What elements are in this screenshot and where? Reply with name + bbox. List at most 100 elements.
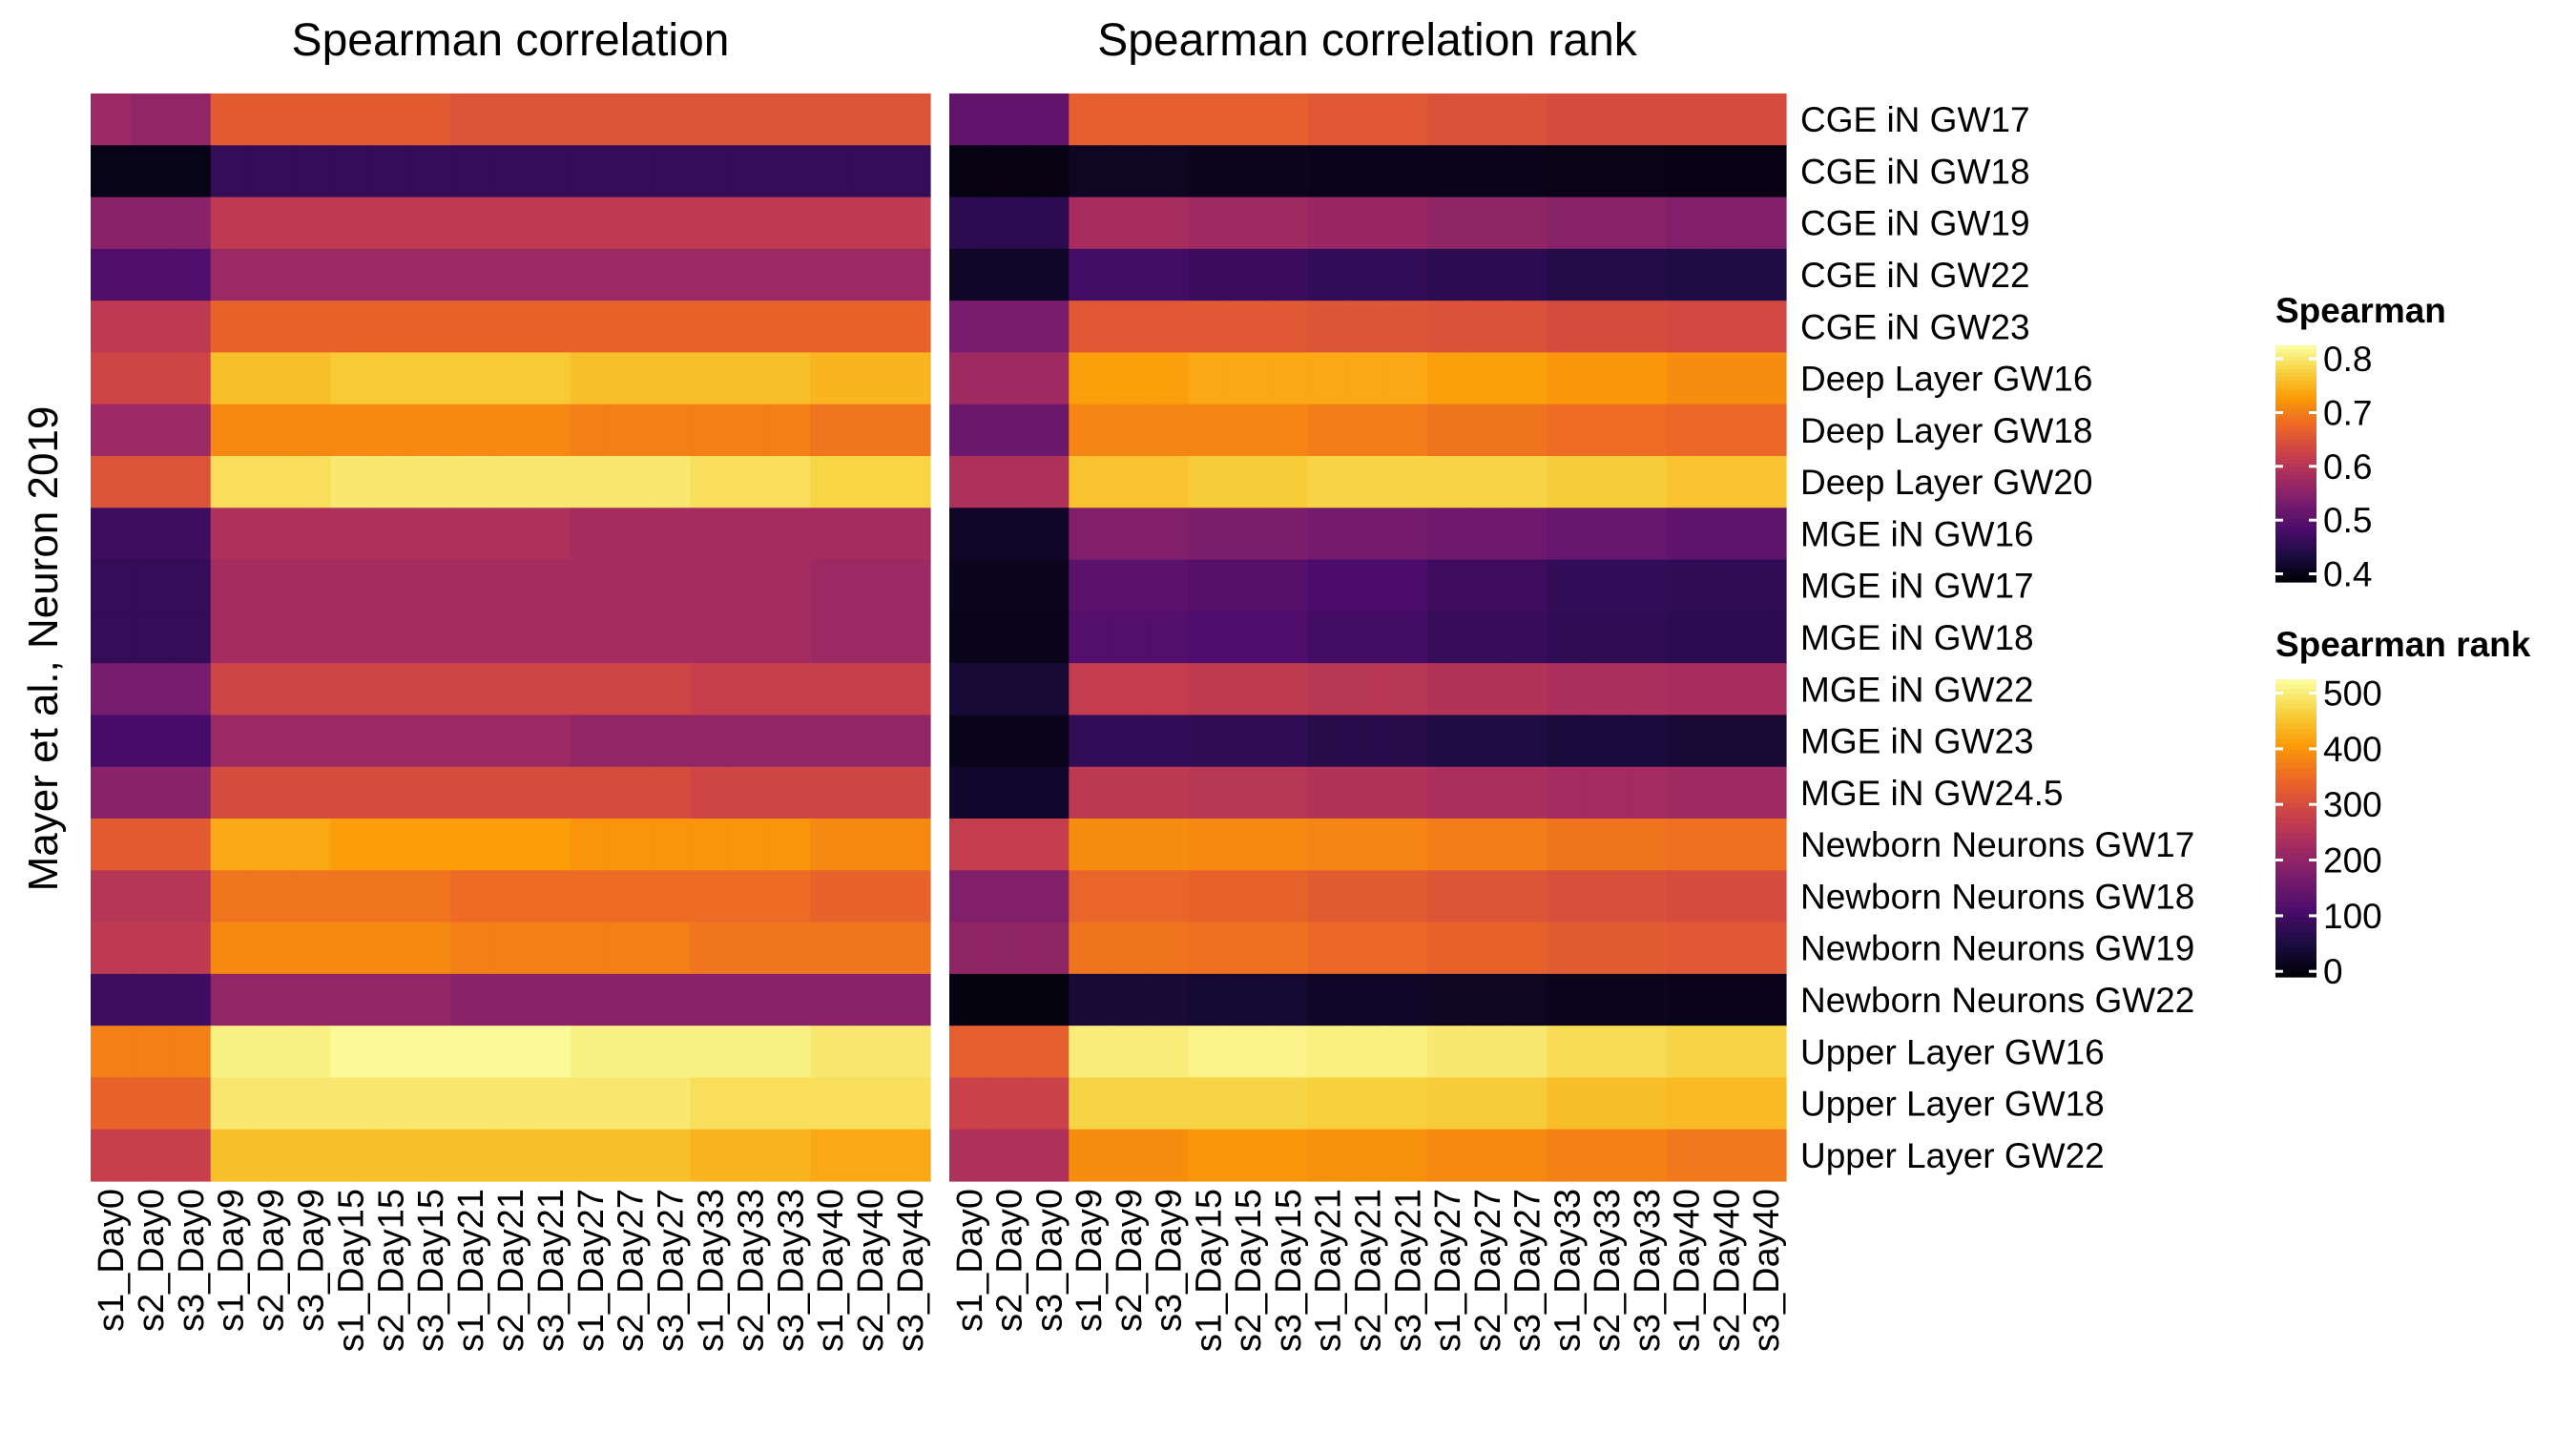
- heatmap-cell: [690, 404, 732, 457]
- heatmap-cell: [1626, 352, 1668, 405]
- heatmap-cell: [850, 819, 891, 871]
- heatmap-cell: [690, 508, 732, 561]
- heatmap-cell: [250, 1129, 292, 1182]
- heatmap-cell: [1109, 819, 1150, 871]
- heatmap-cell: [1547, 1077, 1588, 1130]
- heatmap-cell: [1666, 1026, 1708, 1079]
- heatmap-cell: [1746, 559, 1787, 612]
- heatmap-cell: [1148, 819, 1190, 871]
- heatmap-cell: [370, 1129, 411, 1182]
- heatmap-cell: [988, 870, 1030, 923]
- x-tick-label: s2_Day40: [1707, 1189, 1747, 1352]
- heatmap-cell: [1706, 352, 1747, 405]
- x-tick-label: s1_Day15: [331, 1189, 371, 1352]
- heatmap-cell: [890, 352, 931, 405]
- heatmap-cell: [770, 301, 811, 354]
- heatmap-cell: [1746, 715, 1787, 768]
- heatmap-cell: [770, 1077, 811, 1130]
- heatmap-cell: [250, 559, 292, 612]
- x-tick-label: s2_Day9: [1110, 1189, 1150, 1332]
- row-label: Upper Layer GW16: [1800, 1032, 2105, 1071]
- heatmap-cell: [1587, 1077, 1628, 1130]
- heatmap-cell: [1506, 715, 1548, 768]
- heatmap-cell: [730, 456, 771, 508]
- heatmap-cell: [650, 456, 692, 508]
- heatmap-cell: [530, 1026, 571, 1079]
- heatmap-cell: [370, 870, 411, 923]
- heatmap-cell: [1506, 1129, 1548, 1182]
- heatmap-cell: [1666, 973, 1708, 1027]
- heatmap-cell: [1148, 559, 1190, 612]
- legend-gradient-segment: [2275, 882, 2316, 888]
- heatmap-cell: [890, 973, 931, 1027]
- legend-gradient-segment: [2275, 420, 2316, 425]
- heatmap-cell: [1427, 611, 1468, 664]
- heatmap-cell: [1547, 870, 1588, 923]
- heatmap-cell: [610, 456, 652, 508]
- legend-spearman-rank: Spearman rank 500 400 300 200 100 0: [2275, 625, 2531, 991]
- heatmap-cell: [1746, 611, 1787, 664]
- heatmap-cell: [1148, 404, 1190, 457]
- heatmap-cell: [890, 456, 931, 508]
- heatmap-cell: [730, 715, 771, 768]
- heatmap-cell: [1626, 1077, 1668, 1130]
- heatmap-cell: [1347, 93, 1388, 146]
- heatmap-cell: [91, 248, 132, 301]
- heatmap-cell: [650, 559, 692, 612]
- legend-gradient-segment: [2275, 937, 2316, 944]
- legend-gradient-segment: [2275, 384, 2316, 390]
- heatmap-cell: [290, 715, 332, 768]
- heatmap-cell: [370, 559, 411, 612]
- heatmap-cell: [130, 1129, 172, 1182]
- heatmap-cell: [890, 663, 931, 716]
- heatmap-cell: [650, 1129, 692, 1182]
- heatmap-cell: [1188, 248, 1229, 301]
- heatmap-cell: [690, 559, 732, 612]
- legend-gradient-segment: [2275, 550, 2316, 555]
- heatmap-cell: [1028, 973, 1070, 1027]
- heatmap-cell: [1466, 404, 1508, 457]
- heatmap-cell: [450, 1026, 491, 1079]
- heatmap-cell: [1069, 715, 1110, 768]
- heatmap-cell: [690, 611, 732, 664]
- heatmap-cell: [810, 1129, 851, 1182]
- heatmap-cell: [650, 766, 692, 819]
- heatmap-cell: [1466, 456, 1508, 508]
- heatmap-cell: [370, 922, 411, 975]
- heatmap-cell: [1347, 819, 1388, 871]
- x-tick-label: s2_Day33: [1588, 1189, 1628, 1352]
- heatmap-cell: [1547, 508, 1588, 561]
- heatmap-cell: [210, 352, 252, 405]
- heatmap-cell: [1427, 559, 1468, 612]
- heatmap-cell: [730, 404, 771, 457]
- heatmap-cell: [1307, 611, 1349, 664]
- legend-gradient-segment: [2275, 957, 2316, 963]
- legend-gradient-segment: [2275, 927, 2316, 933]
- heatmap-cell: [1307, 1129, 1349, 1182]
- heatmap-cell: [1547, 611, 1588, 664]
- heatmap-cell: [1387, 93, 1428, 146]
- legend-gradient-segment: [2275, 436, 2316, 441]
- heatmap-cell: [770, 973, 811, 1027]
- heatmap-cell: [650, 197, 692, 250]
- legend-gradient-segment: [2275, 412, 2316, 417]
- heatmap-cell: [1188, 145, 1229, 198]
- heatmap-cell: [1626, 301, 1668, 354]
- heatmap-cell: [530, 301, 571, 354]
- legend-gradient-segment: [2275, 534, 2316, 540]
- heatmap-cell: [1746, 973, 1787, 1027]
- x-tick-label: s3_Day21: [1388, 1189, 1428, 1352]
- heatmap-cell: [290, 559, 332, 612]
- heatmap-cell: [490, 611, 531, 664]
- heatmap-cell: [1228, 715, 1269, 768]
- heatmap-cell: [650, 870, 692, 923]
- heatmap-cell: [370, 973, 411, 1027]
- heatmap-cell: [1188, 922, 1229, 975]
- heatmap-cell: [170, 663, 212, 716]
- heatmap-cell: [1109, 973, 1150, 1027]
- heatmap-cell: [1506, 456, 1548, 508]
- heatmap-cell: [91, 819, 132, 871]
- heatmap-cell: [370, 145, 411, 198]
- heatmap-cell: [330, 145, 371, 198]
- heatmap-cell: [650, 715, 692, 768]
